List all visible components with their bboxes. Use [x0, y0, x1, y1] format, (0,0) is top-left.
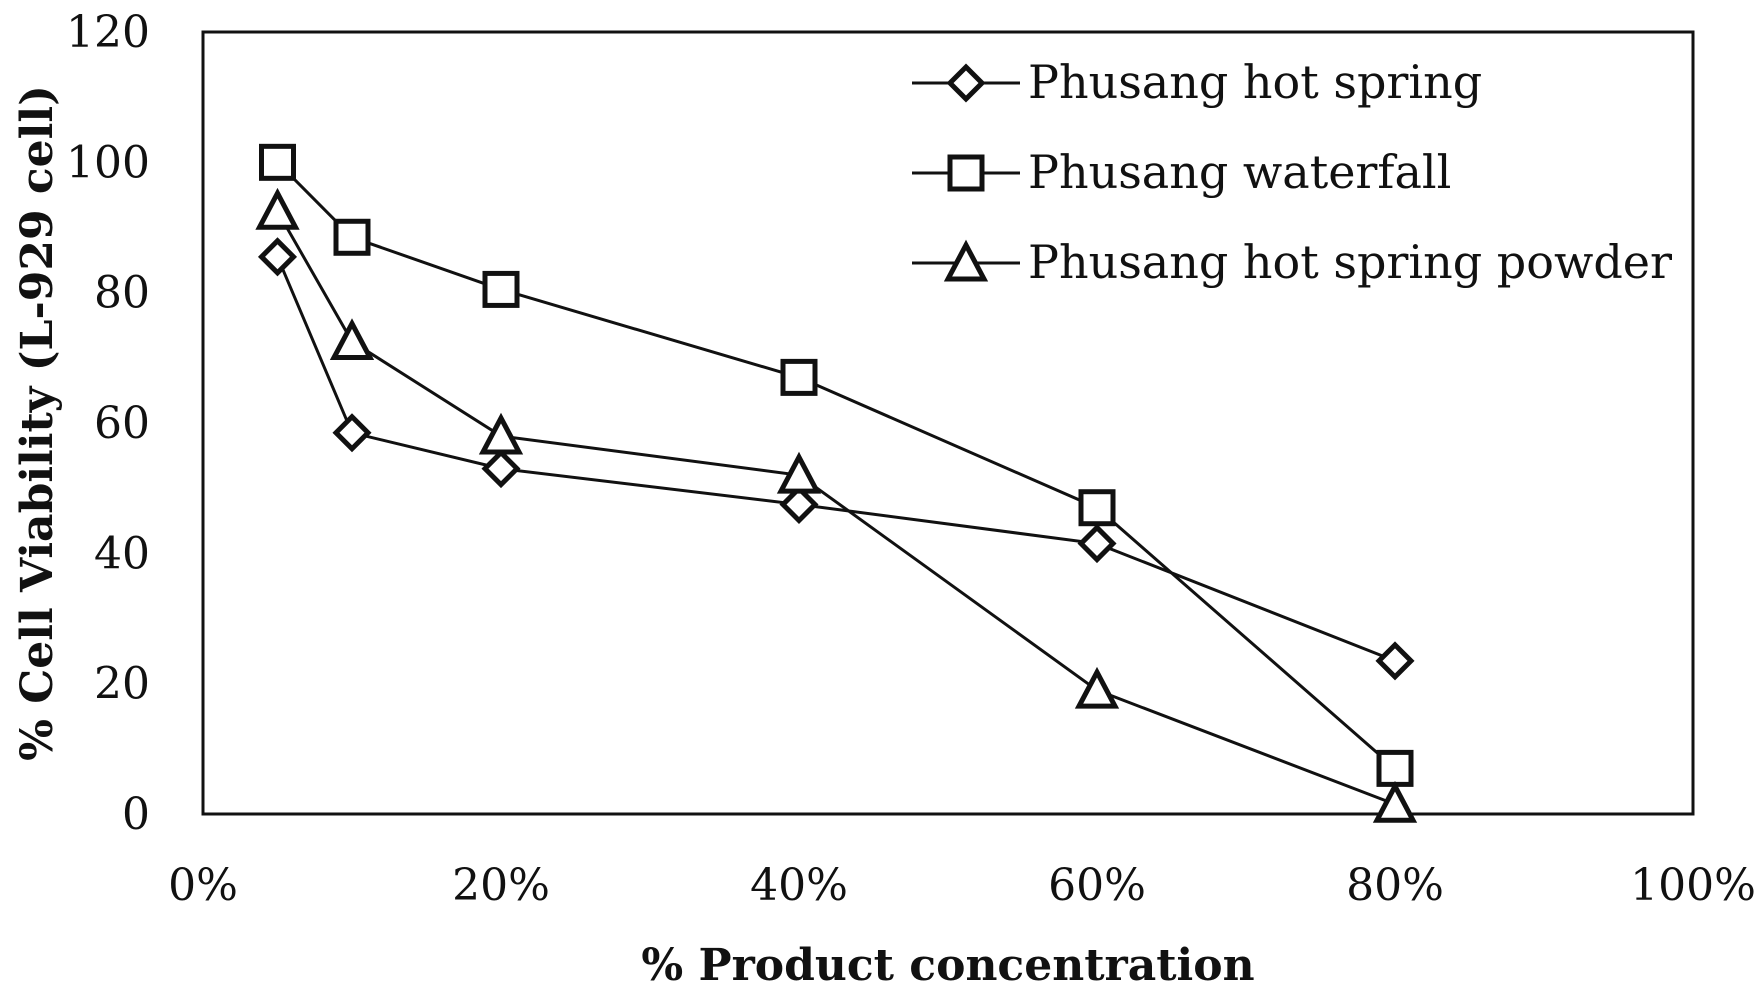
data-point-diamond — [257, 237, 298, 277]
legend-marker-diamond — [946, 63, 986, 103]
x-axis-title: % Product concentration — [641, 940, 1254, 991]
data-point-triangle — [776, 451, 822, 494]
legend-label: Phusang waterfall — [1028, 145, 1451, 199]
data-point-diamond — [1375, 641, 1415, 681]
data-point-diamond — [1077, 524, 1117, 564]
legend-marker-triangle — [943, 239, 989, 282]
data-point-triangle — [329, 318, 375, 361]
data-point-square — [1078, 489, 1116, 527]
legend-marker-square — [947, 154, 985, 192]
data-point-triangle — [1074, 666, 1120, 709]
x-axis-ticks: 0% 20% 40% 60% 80% 100% — [168, 860, 1756, 911]
y-tick-label: 120 — [66, 7, 150, 58]
legend-item: Phusang waterfall — [912, 145, 1451, 199]
data-point-diamond — [481, 449, 521, 489]
x-tick-label: 100% — [1630, 860, 1756, 911]
x-tick-label: 0% — [168, 860, 238, 911]
legend-item: Phusang hot spring powder — [912, 235, 1672, 289]
data-point-diamond — [332, 413, 372, 453]
y-tick-label: 0 — [122, 789, 150, 840]
data-point-square — [482, 270, 520, 308]
data-point-square — [333, 218, 371, 256]
series-triangle — [255, 187, 1418, 823]
series-diamond — [257, 237, 1415, 681]
y-tick-label: 80 — [94, 268, 150, 319]
y-axis-title: % Cell Viability (L-929 cell) — [12, 85, 63, 761]
y-axis-ticks: 0 20 40 60 80 100 120 — [66, 7, 150, 840]
data-point-diamond — [779, 484, 819, 524]
legend-label: Phusang hot spring — [1028, 55, 1482, 109]
x-tick-label: 60% — [1048, 860, 1146, 911]
y-tick-label: 40 — [94, 528, 150, 579]
plot-area-frame — [201, 30, 1695, 816]
series-square — [259, 143, 1414, 787]
y-tick-label: 100 — [66, 137, 150, 188]
legend-item: Phusang hot spring — [912, 55, 1482, 109]
x-tick-label: 80% — [1346, 860, 1444, 911]
legend-label: Phusang hot spring powder — [1028, 235, 1672, 289]
y-tick-label: 20 — [94, 659, 150, 710]
data-point-triangle — [478, 412, 524, 455]
legend: Phusang hot spring Phusang waterfall Phusa… — [912, 55, 1672, 289]
data-point-square — [1376, 749, 1414, 787]
x-tick-label: 20% — [452, 860, 550, 911]
data-point-square — [259, 143, 296, 181]
y-tick-label: 60 — [94, 398, 150, 449]
data-point-triangle — [255, 187, 300, 230]
data-point-square — [780, 358, 818, 396]
series-line — [276, 256, 1396, 663]
series-line — [276, 210, 1396, 806]
x-tick-label: 40% — [750, 860, 848, 911]
series-layer — [255, 143, 1418, 823]
data-point-triangle — [1372, 780, 1418, 823]
